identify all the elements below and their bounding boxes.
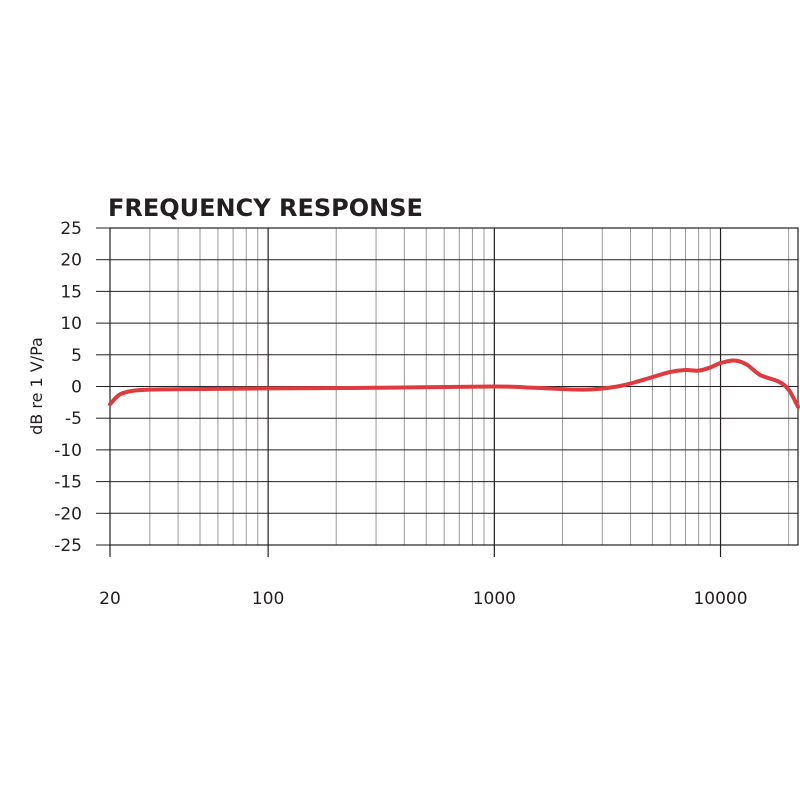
y-tick-label: 15 <box>60 282 82 302</box>
x-tick-label: 20 <box>99 589 121 609</box>
y-tick-label: 25 <box>60 219 82 239</box>
y-tick-label: 10 <box>60 314 82 334</box>
x-tick-label: 1000 <box>473 589 516 609</box>
y-axis-label: dB re 1 V/Pa <box>27 337 46 435</box>
x-tick-label: 100 <box>252 589 284 609</box>
chart-title: FREQUENCY RESPONSE <box>108 194 423 222</box>
y-tick-label: -25 <box>54 536 82 556</box>
y-tick-label: -20 <box>54 504 82 524</box>
series <box>108 358 800 409</box>
y-tick-label: -5 <box>65 409 82 429</box>
y-tick-label: -15 <box>54 473 82 493</box>
response-curve <box>108 358 800 409</box>
y-tick-label: -10 <box>54 441 82 461</box>
y-tick-label: 20 <box>60 251 82 271</box>
ticks: 25 20 15 10 5 0 -5 -10 -15 -20 -25 20 100 1000 10000 <box>54 219 747 609</box>
y-tick-label: 0 <box>71 378 82 398</box>
x-tick-label: 10000 <box>693 589 747 609</box>
y-tick-label: 5 <box>71 346 82 366</box>
